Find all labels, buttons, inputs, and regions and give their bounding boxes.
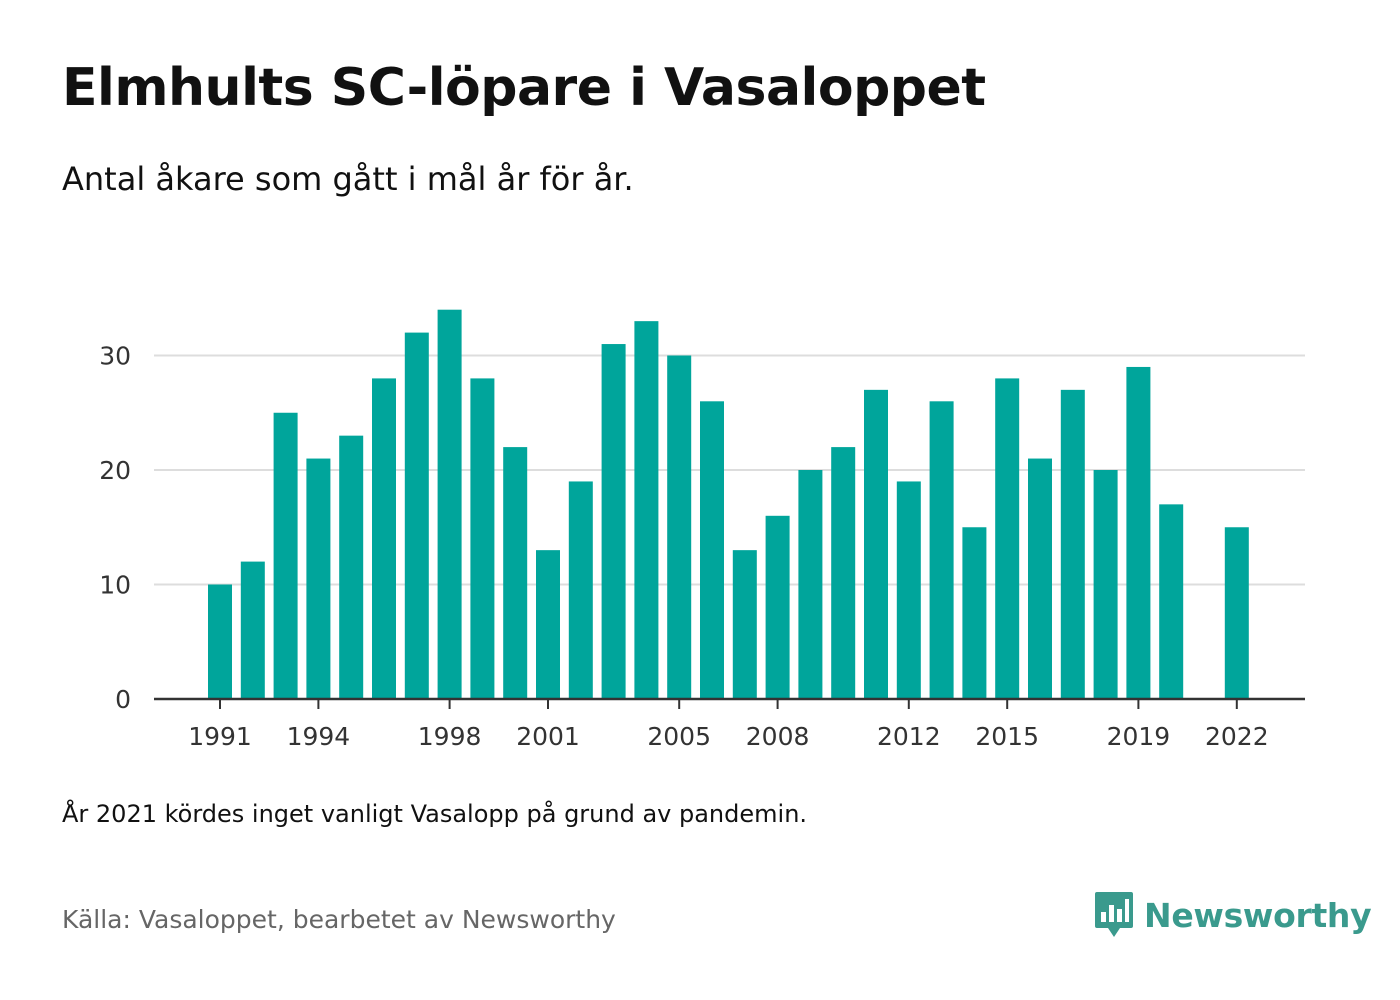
bar-2014: [962, 527, 987, 699]
y-tick-label: 20: [99, 456, 131, 485]
bar-1994: [306, 458, 331, 699]
x-tick-label: 2005: [647, 722, 711, 751]
bar-1999: [470, 378, 495, 699]
bar-1996: [372, 378, 396, 699]
bar-2008: [765, 515, 790, 699]
x-tick-label: 2001: [516, 722, 580, 751]
x-tick-label: 2015: [975, 722, 1039, 751]
y-tick-label: 30: [99, 342, 131, 371]
bar-2015: [995, 378, 1020, 699]
bar-2012: [896, 481, 921, 699]
y-tick-label: 10: [99, 571, 131, 600]
bar-1997: [404, 332, 429, 699]
bars: [208, 309, 1249, 699]
bar-2009: [798, 470, 823, 699]
bar-2022: [1224, 527, 1249, 699]
x-tick-label: 2022: [1205, 722, 1269, 751]
bar-2017: [1060, 389, 1085, 699]
bar-2002: [568, 481, 593, 699]
axes: 0 10 20 30 1991 1994 1998 2001 2005 2008 2012 2015 2…: [99, 342, 1305, 751]
bar-2003: [601, 344, 626, 699]
newsworthy-logo: Newsworthy: [1094, 890, 1372, 940]
bar-2001: [536, 550, 560, 699]
source-credit: Källa: Vasaloppet, bearbetet av Newswort…: [62, 905, 616, 934]
bar-1995: [339, 435, 364, 699]
x-tick-label: 1994: [287, 722, 351, 751]
bar-1998: [437, 309, 462, 699]
y-tick-label: 0: [115, 685, 131, 714]
chart-title: Elmhults SC-löpare i Vasaloppet: [62, 58, 986, 118]
bar-2000: [503, 447, 528, 699]
bar-2010: [831, 447, 856, 699]
footnote: År 2021 kördes inget vanligt Vasalopp på…: [62, 800, 808, 828]
chart-subtitle: Antal åkare som gått i mål år för år.: [62, 160, 634, 198]
newsworthy-chart-icon: [1095, 892, 1133, 937]
x-tick-label: 1998: [418, 722, 482, 751]
bar-2004: [634, 321, 659, 699]
x-tick-label: 2012: [877, 722, 941, 751]
bar-2018: [1093, 470, 1118, 699]
bar-2013: [929, 401, 954, 699]
bar-2020: [1159, 504, 1184, 699]
bar-2007: [732, 550, 757, 699]
bar-2011: [864, 389, 888, 699]
bar-1992: [240, 561, 265, 699]
bar-1991: [208, 584, 232, 699]
x-tick-label: 2008: [746, 722, 810, 751]
bar-1993: [273, 412, 298, 699]
x-tick-label: 2019: [1107, 722, 1171, 751]
bar-2016: [1028, 458, 1052, 699]
x-tick-label: 1991: [188, 722, 252, 751]
bar-2005: [667, 355, 692, 699]
bar-2019: [1126, 366, 1151, 699]
brand-name: Newsworthy: [1144, 895, 1372, 935]
bar-2006: [700, 401, 724, 699]
